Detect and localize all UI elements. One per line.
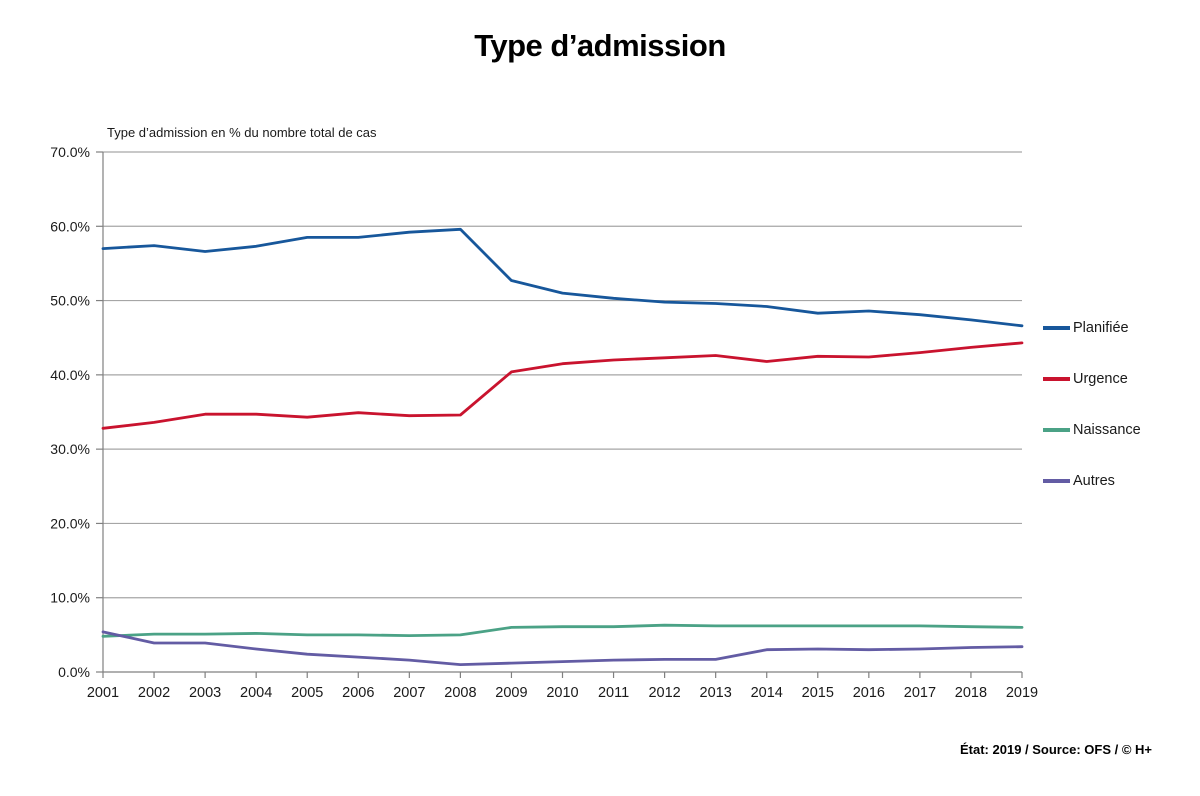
series-line-autres	[101, 630, 1024, 666]
x-tick-label-2011: 2011	[598, 685, 629, 701]
x-tick-label-2003: 2003	[189, 685, 221, 701]
x-tick-label-2019: 2019	[1006, 685, 1038, 701]
y-tick-label-40: 40.0%	[50, 367, 90, 383]
y-tick-label-50: 50.0%	[50, 293, 90, 309]
legend-label-planifiee: Planifiée	[1073, 320, 1129, 336]
x-tick-label-2006: 2006	[342, 685, 374, 701]
page-title: Type d’admission	[474, 28, 726, 63]
x-tick-label-2007: 2007	[393, 685, 425, 701]
series-line-naissance	[101, 623, 1024, 638]
x-tick-label-2012: 2012	[648, 685, 680, 701]
legend-swatch-planifiee	[1043, 326, 1070, 330]
legend-label-autres: Autres	[1073, 473, 1115, 489]
x-tick-label-2004: 2004	[240, 685, 272, 701]
legend-swatch-autres	[1043, 479, 1070, 483]
x-tick-label-2017: 2017	[904, 685, 936, 701]
x-tick-label-2008: 2008	[444, 685, 476, 701]
x-tick-label-2002: 2002	[138, 685, 170, 701]
y-tick-label-30: 30.0%	[50, 441, 90, 457]
series-line-urgence	[101, 341, 1024, 430]
legend-label-urgence: Urgence	[1073, 371, 1128, 387]
legend-swatch-naissance	[1043, 428, 1070, 432]
series-line-planifiee	[101, 227, 1024, 328]
legend-item-planifiee: Planifiée	[1043, 320, 1129, 336]
y-tick-label-10: 10.0%	[50, 590, 90, 606]
y-axis-title: Type d’admission en % du nombre total de…	[107, 125, 377, 140]
x-tick-label-2014: 2014	[751, 685, 783, 701]
x-tick-label-2013: 2013	[700, 685, 732, 701]
x-tick-label-2009: 2009	[495, 685, 527, 701]
y-tick-label-70: 70.0%	[50, 144, 90, 160]
legend-item-autres: Autres	[1043, 473, 1115, 489]
x-tick-label-2005: 2005	[291, 685, 323, 701]
legend-swatch-urgence	[1043, 377, 1070, 381]
x-tick-label-2010: 2010	[546, 685, 578, 701]
x-tick-label-2018: 2018	[955, 685, 987, 701]
y-tick-label-0: 0.0%	[58, 664, 90, 680]
y-tick-label-60: 60.0%	[50, 218, 90, 234]
legend-label-naissance: Naissance	[1073, 422, 1141, 438]
x-tick-label-2001: 2001	[87, 685, 119, 701]
x-tick-label-2015: 2015	[802, 685, 834, 701]
source-note: État: 2019 / Source: OFS / © H+	[960, 742, 1152, 757]
legend-item-urgence: Urgence	[1043, 371, 1128, 387]
x-tick-label-2016: 2016	[853, 685, 885, 701]
y-tick-label-20: 20.0%	[50, 515, 90, 531]
legend-item-naissance: Naissance	[1043, 422, 1141, 438]
